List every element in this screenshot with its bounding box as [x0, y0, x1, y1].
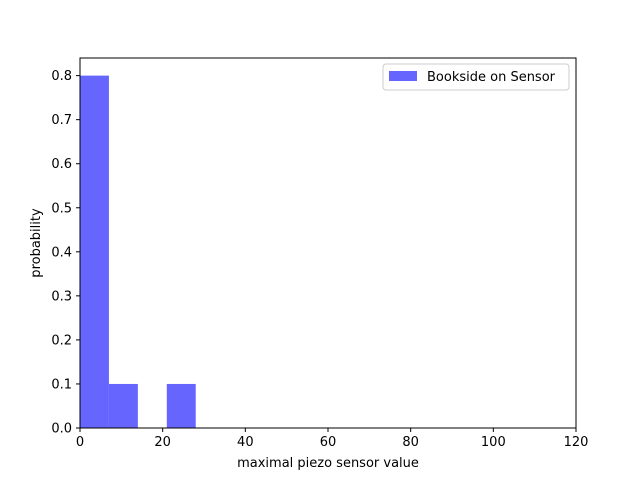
y-tick-label: 0.3	[51, 289, 72, 304]
x-tick-label: 40	[237, 435, 254, 450]
x-tick-label: 80	[402, 435, 419, 450]
x-axis-label: maximal piezo sensor value	[237, 456, 419, 471]
y-axis-ticks: 0.0 0.1 0.2 0.3 0.4 0.5 0.6 0.7 0.8	[51, 69, 80, 437]
y-tick-label: 0.4	[51, 245, 72, 260]
x-axis-ticks: 0 20 40 60 80 100 120	[76, 428, 589, 450]
histogram-bar	[80, 75, 109, 428]
legend-swatch	[389, 71, 417, 81]
legend-label: Bookside on Sensor	[427, 70, 556, 85]
legend: Bookside on Sensor	[382, 63, 570, 91]
y-tick-label: 0.1	[51, 377, 72, 392]
x-tick-label: 120	[564, 435, 589, 450]
y-tick-label: 0.6	[51, 157, 72, 172]
histogram-bar	[166, 383, 196, 428]
y-tick-label: 0.8	[51, 69, 72, 84]
legend-box	[382, 63, 570, 91]
y-axis-label: probability	[29, 208, 44, 278]
y-tick-label: 0.7	[51, 113, 72, 128]
y-tick-label: 0.0	[51, 422, 72, 437]
bars-layer	[80, 75, 196, 428]
x-tick-label: 60	[320, 435, 337, 450]
y-tick-label: 0.5	[51, 201, 72, 216]
x-tick-label: 20	[154, 435, 171, 450]
y-tick-label: 0.2	[51, 333, 72, 348]
histogram-bar	[108, 383, 138, 428]
x-tick-label: 0	[76, 435, 84, 450]
x-tick-label: 100	[481, 435, 506, 450]
